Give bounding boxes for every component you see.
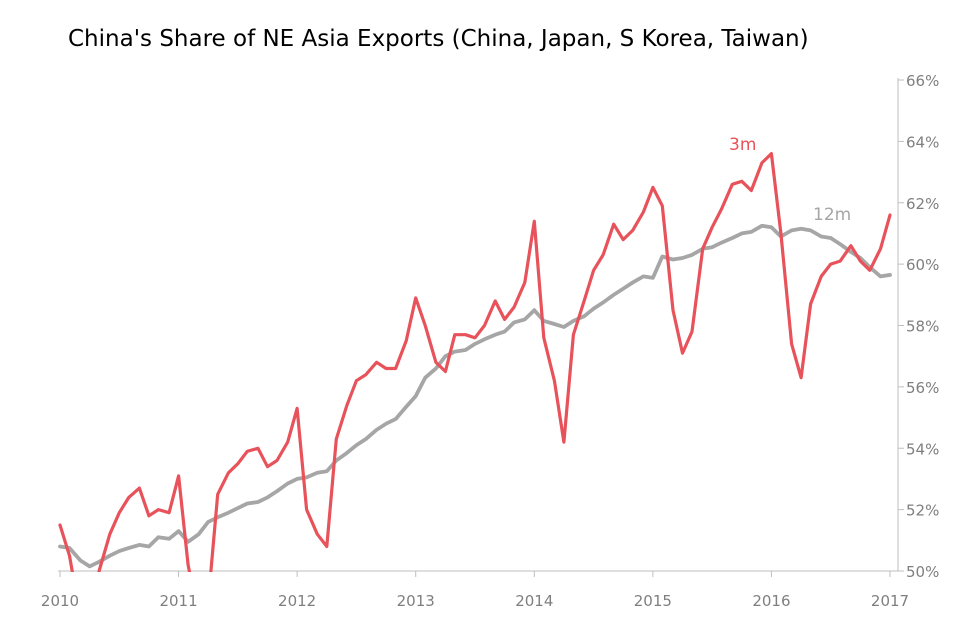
x-axis: 2010 2011 2012 2013 2014 2015 2016 2017 — [41, 570, 909, 610]
y-tick-label: 54% — [906, 440, 939, 458]
y-tick-label: 56% — [906, 379, 939, 397]
x-tick-label: 2014 — [515, 592, 553, 610]
y-tick-label: 50% — [906, 563, 939, 581]
x-tick-label: 2016 — [752, 592, 790, 610]
y-tick-label: 64% — [906, 133, 939, 151]
y-tick-label: 58% — [906, 318, 939, 336]
x-tick-label: 2011 — [159, 592, 197, 610]
x-tick-label: 2010 — [41, 592, 79, 610]
series-labels: 3m 12m — [729, 135, 851, 225]
y-axis: 50% 52% 54% 56% 58% 60% 62% 64% 66% — [897, 72, 939, 581]
series-label-12m: 12m — [813, 205, 851, 225]
series-label-3m: 3m — [729, 135, 756, 155]
series-line-3m — [58, 152, 892, 572]
x-tick-label: 2015 — [634, 592, 672, 610]
x-tick-label: 2017 — [871, 592, 909, 610]
y-tick-label: 66% — [906, 72, 939, 90]
x-tick-label: 2012 — [278, 592, 316, 610]
chart-title: China's Share of NE Asia Exports (China,… — [68, 26, 809, 52]
x-tick-label: 2013 — [397, 592, 435, 610]
y-tick-label: 62% — [906, 195, 939, 213]
y-tick-label: 60% — [906, 256, 939, 274]
y-tick-label: 52% — [906, 502, 939, 520]
series-layer — [58, 152, 892, 572]
series-line-12m — [58, 223, 892, 569]
